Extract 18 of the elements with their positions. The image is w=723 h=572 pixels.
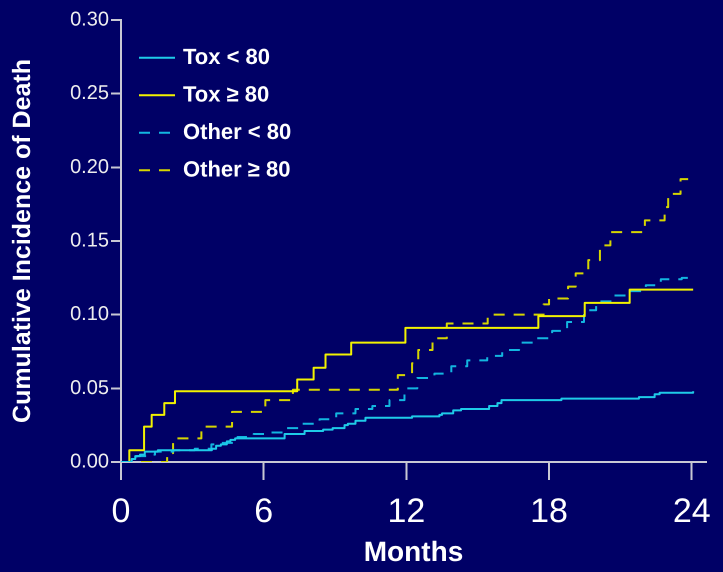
y-tick-label: 0.05 bbox=[70, 376, 109, 399]
x-axis-title: Months bbox=[364, 536, 464, 567]
legend-label: Other < 80 bbox=[183, 118, 292, 144]
x-tick-label: 6 bbox=[254, 492, 274, 530]
x-tick-label: 24 bbox=[672, 492, 711, 530]
y-axis-title: Cumulative Incidence of Death bbox=[8, 59, 36, 423]
y-tick-label: 0.00 bbox=[70, 450, 109, 473]
y-tick-label: 0.30 bbox=[70, 8, 109, 31]
legend-label: Tox ≥ 80 bbox=[183, 81, 270, 106]
y-tick-label: 0.20 bbox=[70, 156, 109, 178]
x-tick-label: 18 bbox=[530, 492, 568, 530]
x-tick-label: 12 bbox=[387, 492, 426, 530]
legend-label: Tox < 80 bbox=[183, 44, 270, 69]
y-tick-label: 0.10 bbox=[70, 303, 109, 326]
x-tick-label: 0 bbox=[112, 492, 130, 530]
legend-label: Other ≥ 80 bbox=[183, 156, 290, 182]
y-tick-label: 0.25 bbox=[70, 82, 109, 104]
y-tick-label: 0.15 bbox=[70, 230, 109, 252]
